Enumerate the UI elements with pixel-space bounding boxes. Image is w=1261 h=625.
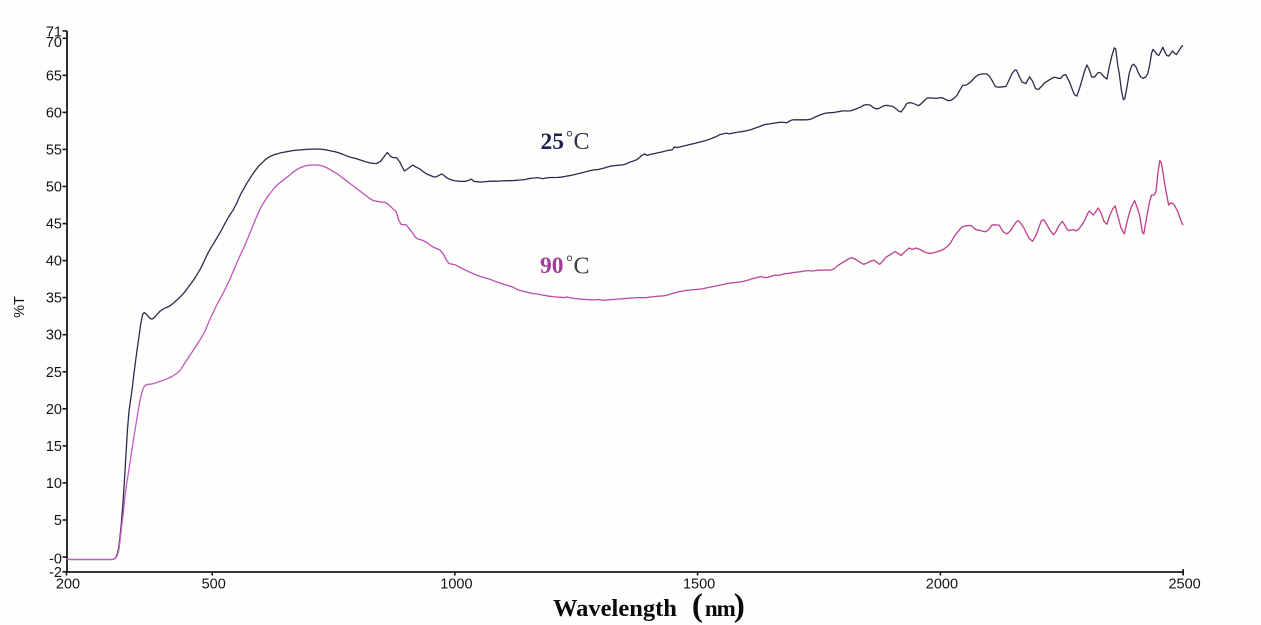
svg-text:1000: 1000 bbox=[440, 576, 472, 592]
svg-text:-2: -2 bbox=[49, 565, 62, 581]
svg-text:25: 25 bbox=[46, 365, 62, 381]
svg-text:200: 200 bbox=[56, 576, 80, 592]
svg-text:15: 15 bbox=[46, 439, 62, 455]
svg-text:°C: °C bbox=[566, 127, 590, 155]
svg-text:60: 60 bbox=[46, 105, 62, 121]
svg-text:90: 90 bbox=[540, 253, 564, 279]
svg-text:5: 5 bbox=[54, 513, 62, 529]
svg-text:20: 20 bbox=[46, 402, 62, 418]
svg-text:10: 10 bbox=[46, 476, 62, 492]
svg-text:%T: %T bbox=[12, 296, 28, 318]
svg-text:25: 25 bbox=[541, 129, 565, 155]
svg-text:1500: 1500 bbox=[683, 576, 715, 592]
svg-text:2500: 2500 bbox=[1168, 576, 1200, 592]
svg-text:°C: °C bbox=[566, 252, 590, 280]
svg-text:-0: -0 bbox=[49, 552, 62, 568]
svg-text:30: 30 bbox=[46, 328, 62, 344]
svg-text:35: 35 bbox=[46, 291, 62, 307]
svg-text:55: 55 bbox=[46, 142, 62, 158]
svg-text:45: 45 bbox=[46, 217, 62, 233]
svg-text:50: 50 bbox=[46, 180, 62, 196]
svg-text:70: 70 bbox=[46, 35, 62, 51]
svg-text:2000: 2000 bbox=[926, 576, 958, 592]
svg-text:500: 500 bbox=[202, 576, 226, 592]
svg-text:65: 65 bbox=[46, 68, 62, 84]
svg-text:40: 40 bbox=[46, 254, 62, 270]
svg-text:71: 71 bbox=[46, 24, 62, 40]
